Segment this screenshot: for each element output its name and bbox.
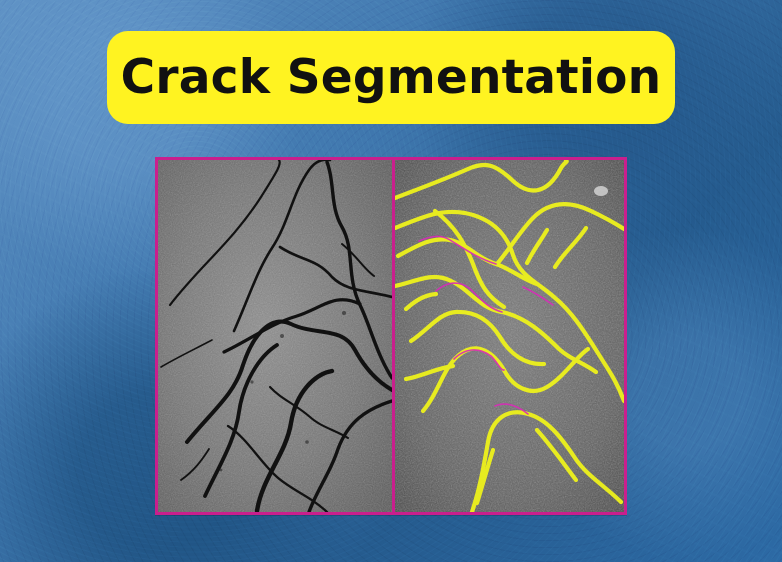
crack-mask-edge: [494, 403, 529, 415]
crack-segmentation-line: [403, 363, 456, 382]
comparison-divider: [392, 160, 395, 512]
crack-line: [180, 448, 210, 481]
segmented-crack-photo: [395, 160, 624, 512]
crack-mask-edge: [453, 349, 505, 371]
page-title: Crack Segmentation: [120, 50, 662, 105]
crack-line: [268, 385, 350, 440]
crack-line: [203, 343, 279, 498]
crack-line: [341, 243, 375, 277]
crack-line: [232, 160, 332, 333]
crack-line: [168, 160, 281, 307]
crack-comparison-image: [155, 157, 627, 515]
crack-line: [160, 339, 213, 368]
crack-line: [325, 160, 392, 380]
crack-segmentation-line: [474, 447, 496, 506]
crack-mask-edge: [418, 235, 497, 265]
crack-segmentation-line: [403, 291, 439, 312]
original-asphalt-svg: [158, 160, 392, 512]
crack-mask-edge: [522, 286, 554, 306]
crack-segmentation-line: [408, 309, 547, 367]
road-debris: [594, 186, 608, 196]
crack-line: [254, 368, 335, 512]
crack-segmentation-line: [494, 202, 624, 267]
segmented-asphalt-svg: [395, 160, 624, 512]
title-banner: Crack Segmentation: [107, 31, 675, 124]
crack-mask-edge: [435, 282, 503, 313]
crack-segmentation-line: [395, 237, 540, 287]
crack-line: [307, 399, 392, 512]
crack-line: [185, 319, 392, 444]
crack-segmentation-line: [432, 208, 507, 310]
crack-line: [278, 245, 392, 299]
crack-line: [222, 298, 362, 354]
original-crack-photo: [158, 160, 392, 512]
crack-segmentation-line: [395, 160, 569, 201]
crack-line: [226, 424, 329, 512]
crack-segmentation-line: [395, 209, 624, 404]
crack-segmentation-line: [534, 427, 579, 483]
crack-segmentation-line: [524, 227, 550, 266]
crack-segmentation-line: [552, 225, 589, 270]
